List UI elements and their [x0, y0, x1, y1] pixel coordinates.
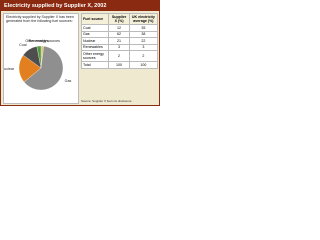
- chart: Electricity supplied by Supplier X has b…: [4, 15, 74, 91]
- table-cell: Other energy sources: [80, 50, 110, 63]
- table-cell: 35: [128, 24, 159, 32]
- table-cell: Nuclear: [80, 37, 110, 45]
- page-title: Electricity supplied by Supplier X, 2002: [1, 1, 159, 11]
- data-table: Fuel source Supplier X (%) UK electricity …: [80, 13, 159, 69]
- table-cell: 38: [128, 30, 159, 39]
- table-cell: 2: [128, 50, 159, 63]
- column-header: UK electricity average (%): [128, 13, 159, 25]
- chart-subtitle: Electricity supplied by Supplier X has b…: [6, 15, 74, 24]
- table-row: Other energy sources 2 2: [80, 50, 159, 63]
- table-cell: 12: [108, 24, 130, 32]
- table-cell: 3: [108, 43, 130, 52]
- panel: Electricity supplied by Supplier X, 2002…: [0, 0, 160, 106]
- slice-label: Gas: [65, 79, 72, 83]
- table-cell: Renewables: [80, 43, 110, 52]
- table-cell: 21: [108, 37, 130, 45]
- table-cell: Gas: [80, 30, 110, 39]
- table-cell: 100: [128, 61, 159, 69]
- chart-panel: Electricity supplied by Supplier X has b…: [3, 13, 79, 104]
- table-cell: 100: [108, 61, 130, 69]
- slice-label: Other energy sources: [25, 39, 60, 43]
- table-cell: 62: [108, 30, 130, 39]
- table-cell: 2: [108, 50, 130, 63]
- table-row: Coal 12 35: [80, 24, 159, 32]
- table-row: Gas 62 38: [80, 30, 159, 39]
- table-row: Total 100 100: [80, 61, 159, 69]
- subtitle-box: Electricity supplied by Supplier X has b…: [6, 15, 74, 24]
- slice-label: Coal: [19, 43, 27, 47]
- table-cell: 3: [128, 43, 159, 52]
- table-row: Renewables 3 3: [80, 43, 159, 52]
- table-cell: Total: [80, 61, 110, 69]
- column-header: Fuel source: [80, 13, 110, 25]
- pie-slice: [23, 46, 64, 91]
- table-note: Source: Supplier X fuel mix disclosure: [81, 99, 132, 103]
- table-cell: Coal: [80, 24, 110, 32]
- slice-label: Renewables: [29, 39, 49, 43]
- table-row: Nuclear 21 22: [80, 37, 159, 45]
- slice-label: Nuclear: [4, 67, 15, 71]
- pie-slice: [36, 45, 42, 69]
- header-row: Fuel source Supplier X (%) UK electricity …: [80, 13, 159, 25]
- column-header: Supplier X (%): [108, 13, 130, 25]
- table-cell: 22: [128, 37, 159, 45]
